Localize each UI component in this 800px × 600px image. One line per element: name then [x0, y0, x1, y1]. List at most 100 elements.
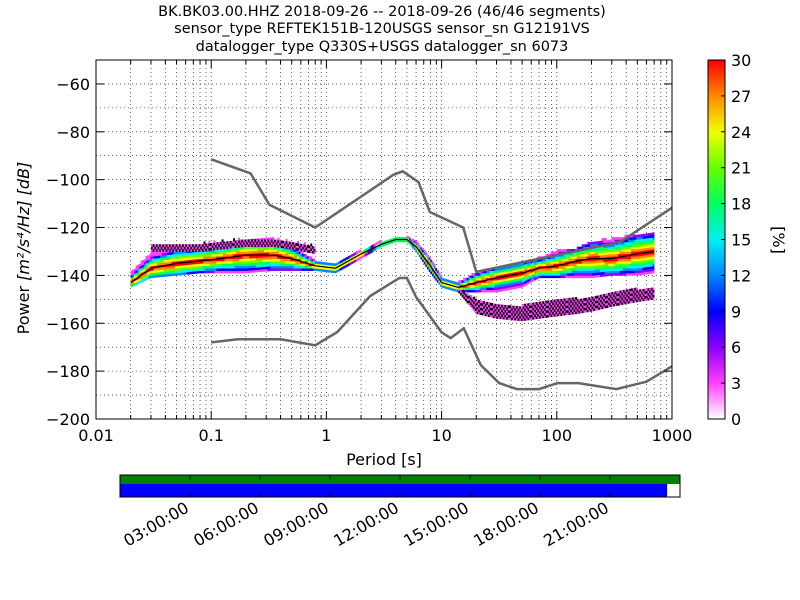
psd-cell — [249, 258, 252, 261]
psd-cell — [494, 308, 497, 312]
psd-cell — [634, 294, 637, 298]
psd-cell — [497, 272, 500, 276]
psd-cell — [273, 263, 276, 267]
psd-cell — [510, 265, 513, 269]
psd-cell — [487, 284, 490, 288]
psd-cell — [173, 244, 176, 247]
psd-cell — [589, 268, 592, 271]
psd-cell — [603, 305, 606, 309]
chart-title-line-3: datalogger_type Q330S+USGS datalogger_sn… — [196, 39, 569, 55]
psd-cell — [489, 302, 492, 306]
psd-cell — [482, 275, 485, 279]
psd-cell — [596, 274, 599, 278]
psd-cell — [568, 300, 571, 303]
psd-cell — [274, 239, 277, 243]
psd-cell — [226, 249, 229, 252]
psd-cell — [328, 262, 331, 266]
psd-cell — [515, 264, 518, 268]
psd-cell — [200, 246, 203, 250]
psd-cell — [640, 296, 643, 299]
psd-cell — [603, 238, 606, 241]
psd-cell — [593, 260, 596, 264]
psd-cell — [611, 253, 614, 257]
psd-cell — [530, 305, 533, 308]
psd-cell — [296, 253, 299, 257]
psd-cell — [284, 245, 286, 249]
psd-cell — [631, 237, 634, 240]
psd-cell — [303, 268, 306, 271]
psd-cell — [530, 279, 533, 283]
psd-cell — [603, 247, 606, 251]
psd-cell — [130, 284, 133, 288]
psd-cell — [543, 268, 546, 271]
psd-cell — [285, 241, 288, 244]
psd-cell — [147, 267, 150, 270]
psd-cell — [272, 249, 275, 252]
psd-cell — [652, 234, 655, 238]
psd-cell — [619, 302, 622, 306]
psd-cell — [216, 265, 219, 269]
psd-cell — [326, 264, 329, 268]
psd-cell — [506, 266, 508, 269]
psd-cell — [563, 312, 566, 316]
psd-cell — [517, 283, 520, 286]
psd-cell — [640, 265, 643, 268]
psd-cell — [501, 286, 504, 290]
psd-cell — [504, 314, 507, 318]
psd-cell — [479, 282, 482, 286]
psd-cell — [249, 239, 252, 243]
psd-cell — [212, 265, 215, 269]
psd-cell — [422, 256, 424, 260]
psd-cell — [502, 271, 505, 275]
psd-cell — [374, 243, 377, 246]
psd-cell — [642, 264, 645, 268]
psd-cell — [267, 268, 270, 272]
psd-cell — [631, 241, 634, 245]
psd-cell — [478, 277, 480, 281]
psd-cell — [525, 280, 528, 283]
psd-cell — [478, 307, 481, 310]
psd-cell — [552, 311, 555, 315]
psd-cell — [489, 287, 492, 291]
psd-cell — [583, 244, 586, 247]
psd-cell — [143, 259, 146, 262]
y-tick-label: −120 — [46, 219, 90, 238]
psd-cell — [458, 282, 461, 286]
psd-cell — [213, 245, 216, 248]
psd-cell — [510, 286, 513, 290]
psd-cell — [532, 309, 535, 313]
psd-cell — [613, 303, 615, 307]
psd-cell — [392, 237, 395, 241]
psd-cell — [645, 252, 648, 256]
psd-cell — [308, 268, 311, 271]
psd-cell — [565, 268, 568, 271]
psd-cell — [476, 311, 479, 315]
psd-cell — [520, 275, 523, 279]
psd-cell — [415, 244, 418, 248]
psd-cell — [372, 244, 375, 247]
psd-cell — [463, 280, 466, 283]
psd-cell — [374, 247, 377, 251]
psd-cell — [254, 253, 257, 256]
psd-cell — [629, 251, 632, 255]
psd-cell — [606, 247, 609, 250]
psd-cell — [180, 272, 183, 276]
psd-cell — [604, 305, 607, 309]
psd-cell — [511, 315, 514, 318]
psd-cell — [181, 267, 184, 271]
psd-cell — [571, 302, 574, 305]
psd-cell — [497, 277, 500, 281]
psd-cell — [634, 265, 637, 269]
psd-cell — [471, 273, 474, 276]
psd-cell — [563, 258, 566, 262]
psd-cell — [239, 249, 242, 252]
psd-cell — [581, 256, 584, 259]
psd-cell — [305, 265, 308, 269]
psd-cell — [535, 274, 538, 278]
psd-cell — [152, 275, 155, 278]
psd-cell — [639, 234, 642, 238]
psd-cell — [527, 262, 530, 266]
psd-cell — [474, 298, 477, 302]
psd-cell — [223, 241, 226, 245]
